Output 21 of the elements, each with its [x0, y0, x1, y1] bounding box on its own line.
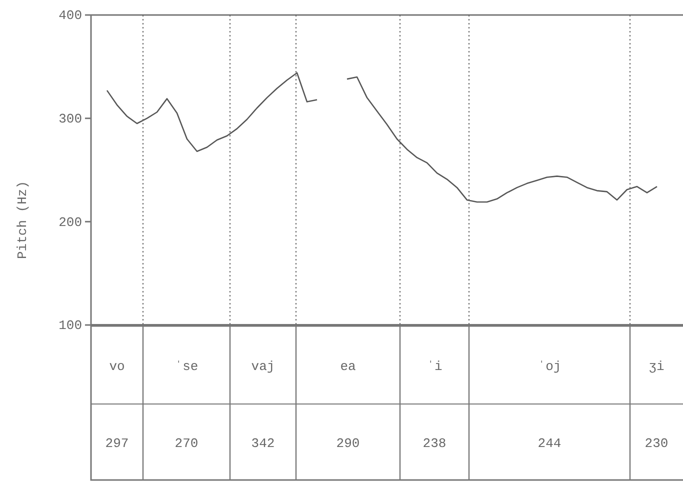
category-label: ˈi — [426, 359, 442, 374]
y-axis-title: Pitch (Hz) — [15, 180, 30, 260]
line-series — [346, 76, 658, 203]
category-label: ˈoj — [538, 359, 562, 374]
category-label: ˈse — [174, 359, 198, 374]
y-tick-label: 300 — [58, 111, 82, 126]
line-series — [106, 72, 318, 152]
y-tick-label: 200 — [58, 214, 82, 230]
category-label: ea — [340, 359, 356, 374]
text: 342 — [251, 436, 275, 451]
text: 290 — [336, 436, 360, 451]
text: 244 — [538, 436, 562, 451]
text: 238 — [422, 436, 446, 451]
category-label: vaj — [251, 359, 275, 374]
text: 270 — [174, 436, 198, 451]
category-label: vo — [109, 359, 125, 374]
y-tick-label: 400 — [58, 8, 82, 24]
text: 230 — [644, 436, 668, 451]
category-label: ʒi — [648, 359, 664, 374]
text: 297 — [105, 436, 129, 451]
y-tick-label: 100 — [58, 318, 82, 334]
